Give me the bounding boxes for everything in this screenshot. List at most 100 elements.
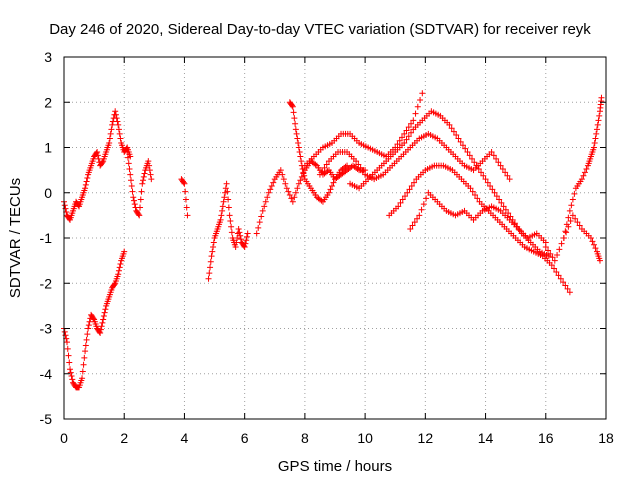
data-point-arc-h [405, 124, 412, 131]
data-point-arc-e [243, 237, 250, 244]
data-point-arc-h [410, 117, 417, 124]
data-point-arc-e [206, 270, 213, 277]
data-point-arc-a [112, 108, 119, 115]
data-point-arc-m [547, 250, 554, 257]
data-point-arc-b [125, 160, 132, 167]
data-point-arc-f [286, 192, 293, 199]
data-point-arc-e [218, 212, 225, 219]
data-point-arc-g [298, 158, 305, 165]
y-tick-label: 0 [44, 185, 52, 201]
data-point-arc-b [139, 180, 146, 187]
data-point-arc-e [243, 233, 250, 240]
data-point-arc-h [394, 141, 401, 148]
data-point-arc-n [560, 235, 567, 241]
data-point-arc-d [182, 196, 189, 203]
data-point-arc-c [68, 373, 75, 380]
data-point-arc-m [587, 235, 594, 241]
data-point-arc-c [86, 318, 93, 325]
data-point-arc-j [459, 142, 466, 149]
data-point-arc-f [288, 195, 295, 202]
data-point-arc-f [294, 185, 301, 192]
x-tick-label: 6 [241, 430, 249, 446]
data-point-arc-f [297, 177, 304, 184]
data-point-arc-e [210, 239, 217, 246]
data-point-arc-k [397, 199, 404, 206]
data-point-arc-n [595, 117, 602, 124]
data-point-arc-g [292, 126, 299, 133]
data-point-arc-b [135, 211, 142, 218]
data-point-arc-m [589, 238, 596, 245]
data-point-arc-d [183, 204, 190, 211]
data-point-arc-a [106, 135, 113, 142]
data-point-arc-m [554, 251, 561, 258]
data-point-arc-b [131, 201, 138, 208]
data-point-arc-j [448, 125, 455, 132]
data-point-arc-a [117, 135, 124, 142]
data-point-arc-c [97, 326, 104, 333]
data-point-arc-f [258, 213, 265, 220]
data-point-arc-c [67, 366, 74, 373]
data-point-arc-e [219, 207, 226, 214]
data-point-arc-g [297, 153, 304, 160]
x-tick-label: 2 [120, 430, 128, 446]
data-point-arc-f [277, 167, 284, 174]
data-point-arc-k [402, 193, 409, 200]
data-point-arc-j [464, 149, 471, 156]
data-point-arc-d [181, 180, 188, 187]
data-point-arc-c [100, 313, 107, 320]
data-point-arc-m [542, 244, 549, 251]
data-point-arc-e [228, 223, 235, 230]
data-point-arc-g [294, 135, 301, 142]
y-tick-label: 3 [44, 49, 52, 65]
data-point-arc-a [83, 178, 90, 185]
data-point-arc-g [289, 102, 296, 109]
data-point-arc-j [403, 136, 410, 143]
data-point-arc-i [504, 172, 511, 179]
data-point-arc-i [506, 176, 513, 183]
data-point-arc-n [563, 221, 570, 228]
data-point-arc-c [81, 354, 88, 361]
data-point-arc-e [237, 232, 244, 239]
data-point-arc-m [596, 257, 603, 264]
data-point-arc-i [493, 155, 500, 162]
data-point-arc-k [564, 285, 571, 292]
data-point-arc-e [222, 185, 229, 192]
data-point-arc-j [469, 155, 476, 162]
data-point-arc-e [232, 244, 239, 251]
data-point-arc-k [404, 189, 411, 196]
data-point-arc-j [505, 210, 512, 217]
data-point-arc-a [94, 149, 101, 156]
data-point-arc-g [330, 179, 337, 186]
data-point-arc-e [207, 264, 214, 271]
data-point-arc-i [495, 159, 502, 166]
data-point-arc-m [556, 246, 563, 253]
data-point-arc-n [565, 214, 572, 221]
data-point-arc-i [355, 161, 362, 168]
data-point-arc-e [226, 212, 233, 219]
data-point-arc-i [502, 169, 509, 176]
data-point-arc-h [401, 130, 408, 137]
data-point-arc-a [99, 159, 106, 166]
data-point-arc-f [282, 180, 289, 187]
data-point-arc-a [114, 118, 121, 125]
data-point-arc-i [490, 152, 497, 159]
data-point-arc-j [408, 129, 415, 136]
data-point-arc-f [295, 180, 302, 187]
data-point-arc-e [237, 236, 244, 243]
data-point-arc-g [289, 103, 296, 110]
data-point-arc-e [233, 239, 240, 246]
data-point-arc-j [502, 206, 509, 213]
data-point-arc-e [235, 225, 242, 232]
data-point-arc-h [414, 103, 421, 110]
data-point-arc-j [484, 179, 491, 186]
data-point-arc-j [450, 128, 457, 135]
data-point-arc-c [85, 325, 92, 332]
data-point-arc-e [219, 203, 226, 210]
data-point-arc-a [82, 185, 89, 192]
data-point-arc-h [403, 127, 410, 134]
data-point-arc-a [84, 175, 91, 182]
data-point-arc-l [414, 215, 421, 222]
data-point-arc-k [408, 182, 415, 189]
data-point-arc-j [401, 139, 408, 146]
